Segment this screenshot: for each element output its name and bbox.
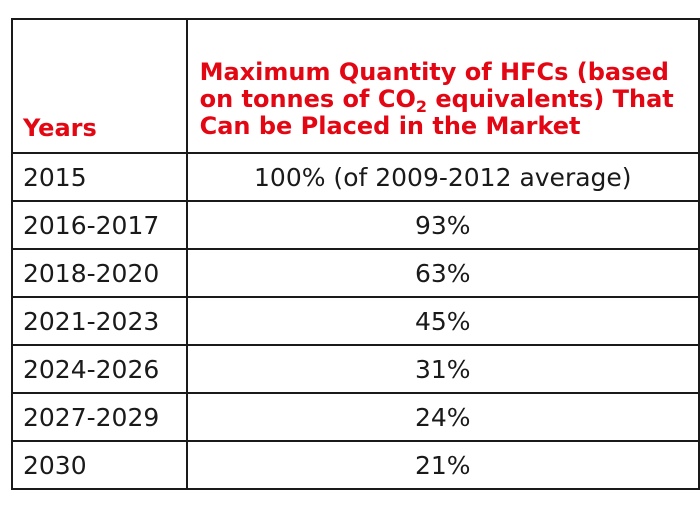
header-co2-subscript: 2 xyxy=(415,97,427,116)
cell-years: 2018-2020 xyxy=(11,248,188,298)
table-row: 2027-2029 24% xyxy=(11,392,700,442)
cell-years: 2015 xyxy=(11,152,188,202)
header-max-quantity: Maximum Quantity of HFCs (based on tonne… xyxy=(185,18,700,154)
cell-years: 2030 xyxy=(11,440,188,490)
cell-years: 2016-2017 xyxy=(11,200,188,250)
table-row: 2021-2023 45% xyxy=(11,296,700,346)
header-years: Years xyxy=(11,18,188,154)
header-row: Years Maximum Quantity of HFCs (based on… xyxy=(11,18,700,154)
cell-years: 2021-2023 xyxy=(11,296,188,346)
cell-max-quantity: 100% (of 2009-2012 average) xyxy=(185,152,700,202)
cell-years: 2024-2026 xyxy=(11,344,188,394)
cell-max-quantity: 24% xyxy=(185,392,700,442)
table-row: 2024-2026 31% xyxy=(11,344,700,394)
table-row: 2016-2017 93% xyxy=(11,200,700,250)
cell-max-quantity: 45% xyxy=(185,296,700,346)
cell-max-quantity: 31% xyxy=(185,344,700,394)
table-row: 2018-2020 63% xyxy=(11,248,700,298)
cell-max-quantity: 93% xyxy=(185,200,700,250)
header-max-quantity-text-1: Maximum Quantity of HFCs (based on tonne… xyxy=(199,58,669,113)
cell-max-quantity: 63% xyxy=(185,248,700,298)
table-row: 2030 21% xyxy=(11,440,700,490)
table-row: 2015 100% (of 2009-2012 average) xyxy=(11,152,700,202)
hfc-phase-down-table: Years Maximum Quantity of HFCs (based on… xyxy=(11,18,700,490)
cell-years: 2027-2029 xyxy=(11,392,188,442)
cell-max-quantity: 21% xyxy=(185,440,700,490)
header-max-quantity-text-2: equivalents) That Can be Placed in the M… xyxy=(199,85,674,140)
